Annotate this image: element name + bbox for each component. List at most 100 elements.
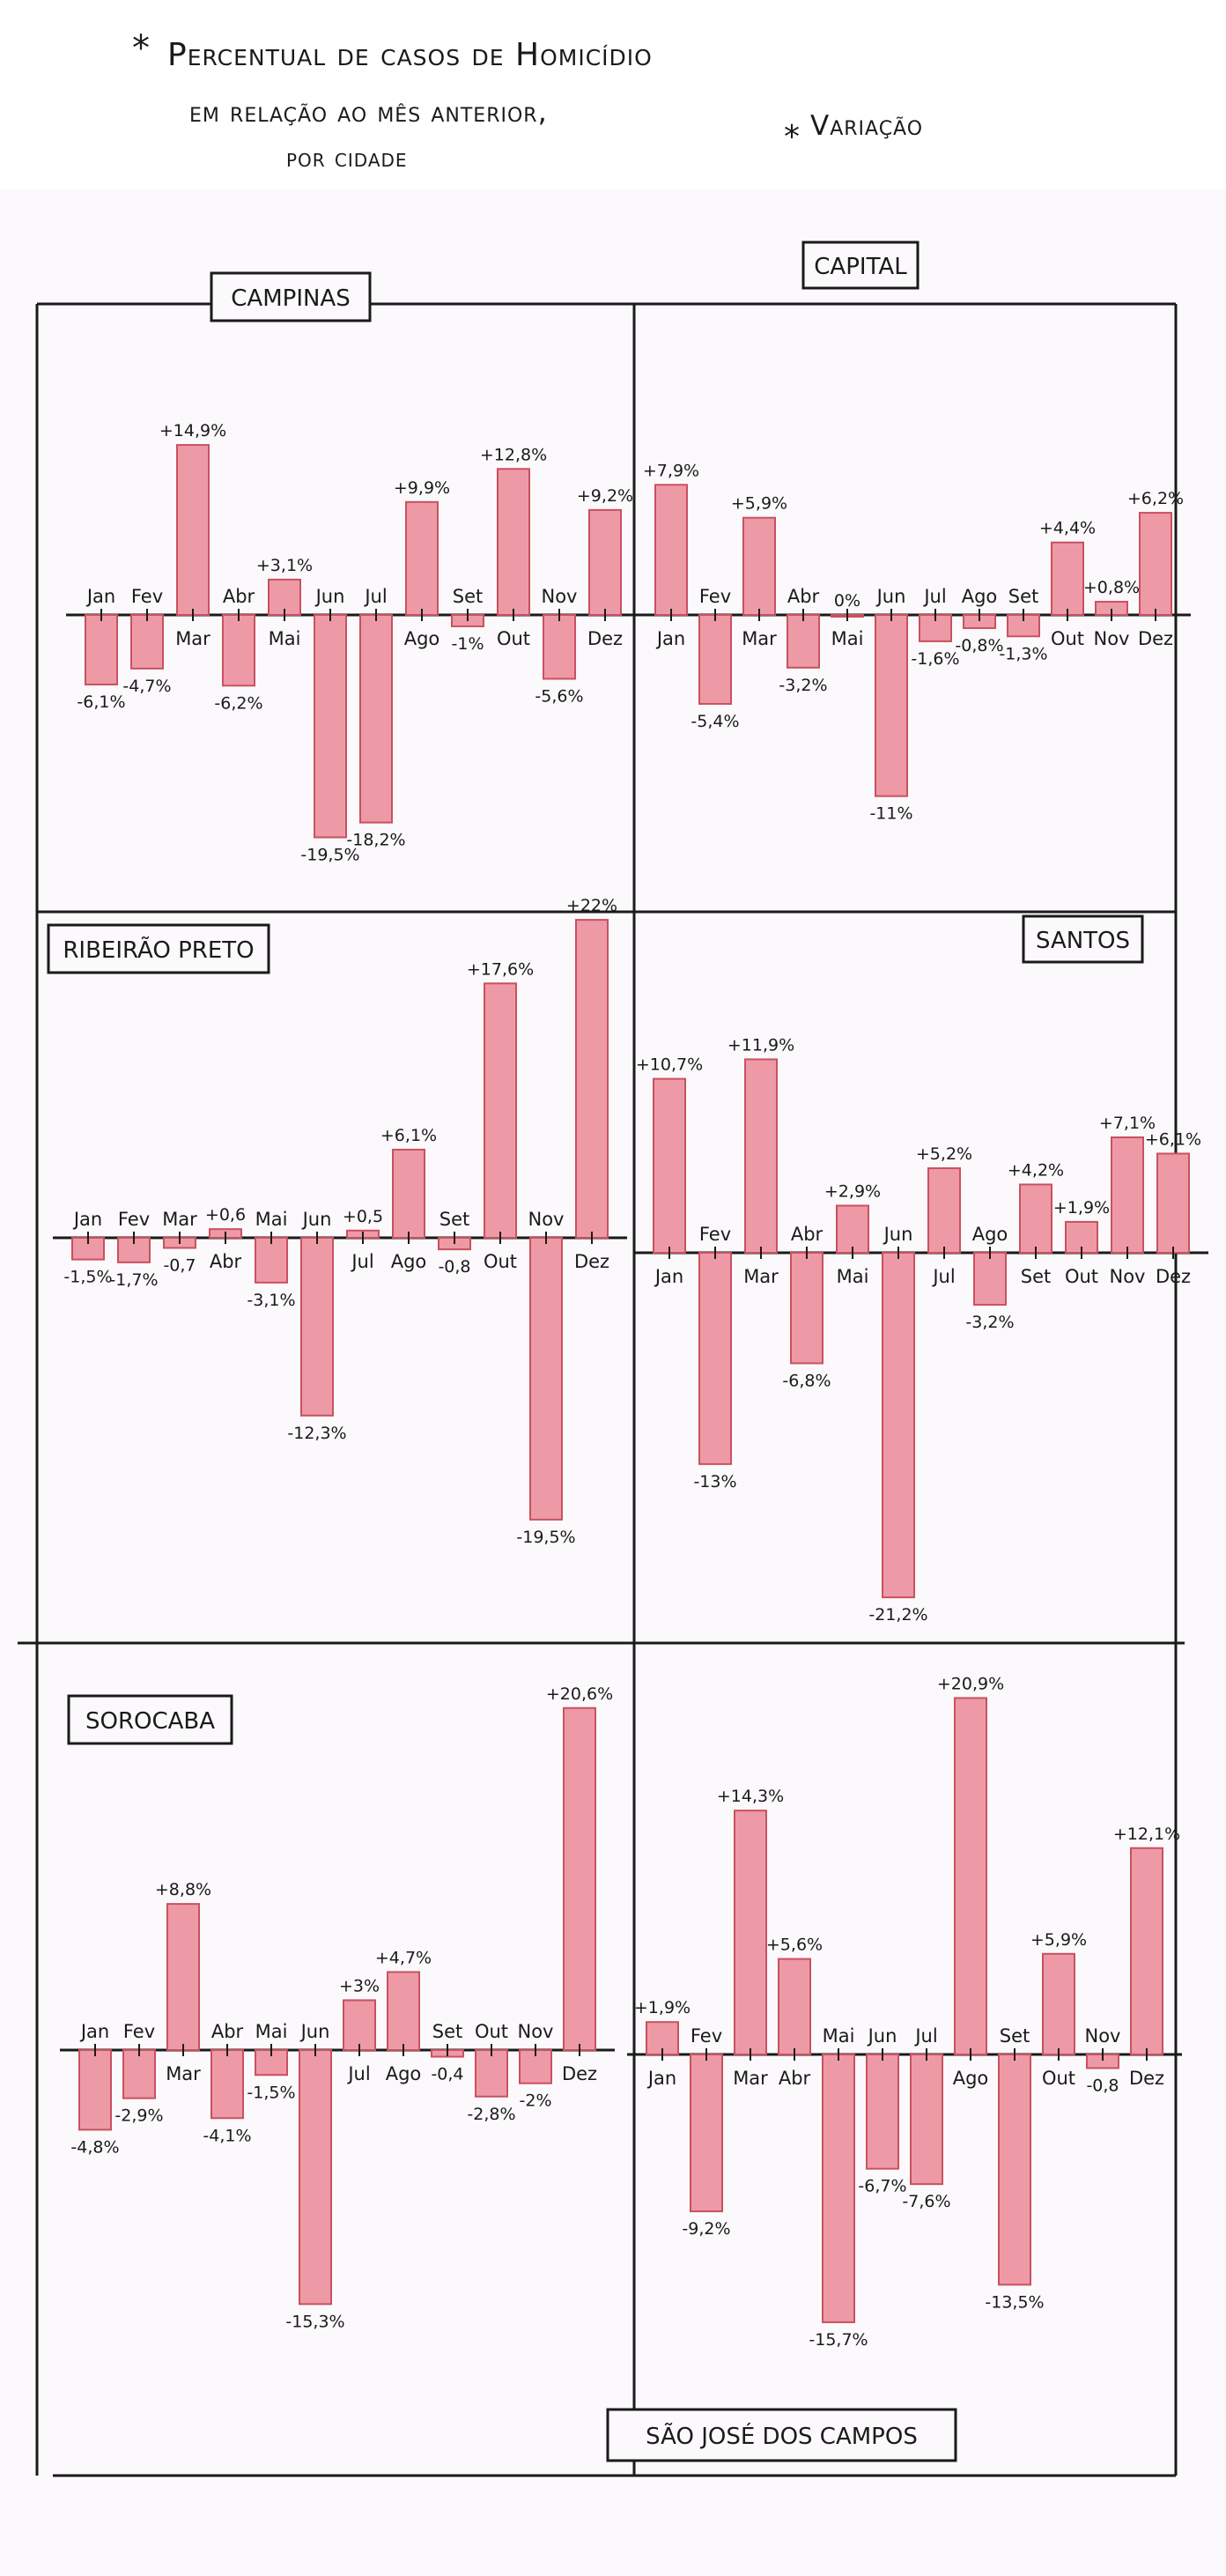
bar-ago: [392, 1148, 425, 1240]
data-label: -2%: [520, 2091, 552, 2111]
bar-jun: [314, 614, 347, 839]
bar-mar: [742, 516, 776, 616]
data-label: -4,1%: [203, 2126, 251, 2145]
data-label: +14,3%: [717, 1787, 784, 1806]
bar-mar: [176, 444, 210, 616]
tick-label: Jun: [299, 2021, 330, 2042]
bar-fev: [698, 1252, 732, 1465]
data-label: -3,1%: [247, 1291, 295, 1310]
data-label: -0,8: [438, 1257, 470, 1277]
tick-label: Set: [453, 586, 483, 607]
panel-grid-lines: [18, 302, 1185, 2477]
tick-label: Mai: [255, 1209, 288, 1230]
chart-title-box: [210, 271, 372, 322]
tick-label: Out: [1042, 2068, 1075, 2089]
data-label: +11,9%: [727, 1035, 794, 1055]
data-label: +5,9%: [731, 494, 787, 514]
title-asterisk: *: [132, 28, 150, 69]
bar-set: [1019, 1183, 1052, 1255]
page-title-line-3: por cidade: [286, 143, 408, 173]
data-label: +0,8%: [1083, 578, 1140, 597]
chart-title-box: [67, 1694, 233, 1745]
bar-jun: [299, 2049, 332, 2306]
bar-jun: [882, 1252, 915, 1599]
data-label: -18,2%: [346, 831, 405, 850]
header-background: [0, 0, 1226, 189]
data-label: -1,5%: [63, 1268, 112, 1287]
data-label: -2,9%: [114, 2106, 163, 2126]
tick-label: Jul: [931, 1266, 955, 1287]
data-label: -5,6%: [535, 687, 583, 707]
tick-label: Mar: [733, 2068, 768, 2089]
data-label: -15,7%: [809, 2330, 868, 2350]
bar-mai: [836, 1204, 869, 1254]
bar-fev: [690, 2054, 723, 2213]
bar-jul: [359, 614, 393, 824]
data-label: -1%: [452, 634, 484, 654]
tick-label: Ago: [953, 2068, 989, 2089]
bar-abr: [222, 614, 255, 687]
tick-label: Jan: [85, 586, 115, 607]
tick-label: Mar: [743, 1266, 779, 1287]
chart-panel-6: SÃO JOSÉ DOS CAMPOS Jan +1,9%Fev -9,2% Mar +1…: [606, 1674, 1182, 2462]
page-header: * Percentual de casos de Homicídio em re…: [0, 18, 1226, 194]
data-label: -1,3%: [999, 644, 1047, 663]
tick-label: Out: [497, 628, 530, 649]
chart-title: SOROCABA: [85, 1708, 215, 1735]
data-label: -1,6%: [911, 649, 959, 669]
tick-label: Jan: [79, 2021, 109, 2042]
bar-fev: [117, 1237, 151, 1263]
bar-mai: [255, 1237, 288, 1284]
tick-label: Ago: [404, 628, 440, 649]
tick-label: Nov: [518, 2021, 554, 2042]
bar-jul: [910, 2054, 943, 2186]
note-asterisk: *: [784, 119, 800, 155]
bar-jul: [927, 1167, 961, 1255]
tick-label: Mar: [162, 1209, 197, 1230]
bar-fev: [698, 614, 732, 705]
tick-label: Fev: [123, 2021, 155, 2042]
bar-out: [497, 468, 530, 616]
tick-label: Set: [1008, 586, 1038, 607]
bar-ago: [954, 1697, 987, 2056]
tick-label: Out: [1065, 1266, 1098, 1287]
bar-out: [1042, 1952, 1075, 2055]
bar-out: [475, 2049, 508, 2098]
bar-set: [998, 2054, 1031, 2286]
tick-label: Abr: [223, 586, 255, 607]
bar-jan: [85, 614, 118, 685]
chart-panel-4: SANTOS Jan +10,7% Fev -13% Mar +11,9% Abr -6,8% M…: [634, 914, 1208, 1625]
data-label: +3%: [339, 1976, 380, 1995]
bar-jan: [654, 484, 688, 617]
data-label: +4,2%: [1008, 1161, 1064, 1181]
bar-mar: [734, 1810, 767, 2056]
tick-label: Nov: [542, 586, 578, 607]
tick-label: Mar: [175, 628, 210, 649]
tick-label: Abr: [791, 1224, 823, 1245]
tick-label: Abr: [211, 2021, 244, 2042]
data-label: +8,8%: [155, 1880, 211, 1899]
data-label: +7,1%: [1099, 1114, 1156, 1133]
data-label: -2,8%: [467, 2105, 515, 2124]
data-label: -15,3%: [285, 2312, 344, 2331]
data-label: -6,7%: [858, 2177, 906, 2196]
data-label: +20,9%: [937, 1674, 1004, 1693]
data-label: +12,1%: [1113, 1825, 1180, 1844]
data-label: -6,2%: [214, 693, 262, 713]
tick-label: Jul: [350, 1251, 373, 1272]
data-label: +22%: [566, 896, 617, 915]
tick-label: Out: [1051, 628, 1084, 649]
tick-label: Jan: [72, 1209, 102, 1230]
chart-panel-1: CAMPINAS Jan -6,1% Fev -4,7% Mar +14,9% Abr -6,2…: [66, 271, 640, 864]
data-label: +10,7%: [636, 1055, 703, 1075]
data-label: -4,8%: [70, 2137, 119, 2157]
tick-label: Mai: [837, 1266, 869, 1287]
bar-dez: [563, 1706, 596, 2052]
tick-label: Mai: [823, 2025, 855, 2047]
data-label: +2,9%: [824, 1181, 881, 1201]
data-label: -1,5%: [247, 2083, 295, 2102]
data-label: +1,9%: [634, 1998, 691, 2017]
tick-label: Set: [432, 2021, 462, 2042]
data-label: -3,2%: [779, 676, 827, 695]
